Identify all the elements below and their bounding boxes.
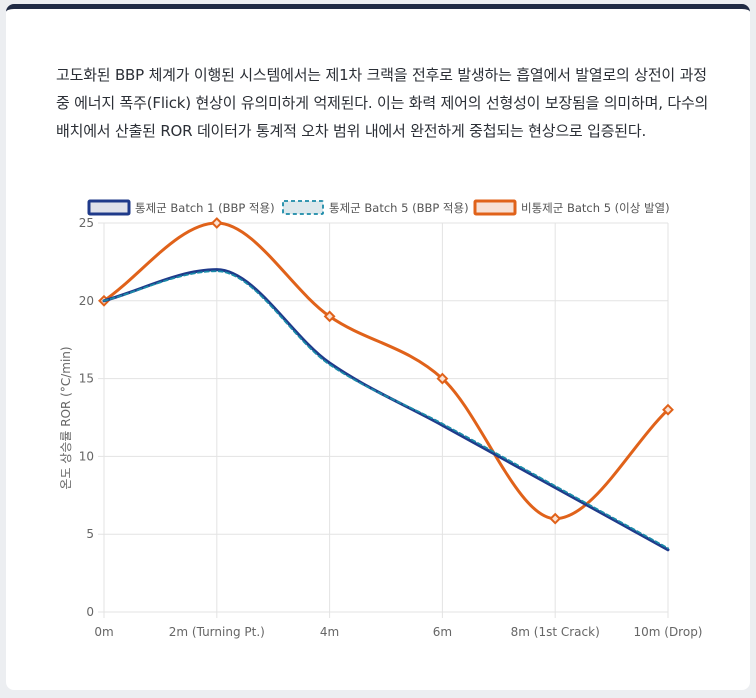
y-tick-label: 15 xyxy=(79,372,94,386)
x-tick-label: 6m xyxy=(433,625,452,639)
axis-layer: 0 5 10 15 20 25 0m 2m (Turning Pt.) 4m 6m 8m (1st … xyxy=(79,216,703,639)
x-tick-label: 4m xyxy=(320,625,339,639)
data-point-marker xyxy=(323,310,336,323)
chart-card: 고도화된 BBP 체계가 이행된 시스템에서는 제1차 크랙을 전후로 발생하는… xyxy=(6,4,750,690)
series-line-2 xyxy=(103,270,669,550)
legend-swatch xyxy=(87,199,131,216)
legend-item-2[interactable]: 통제군 Batch 5 (BBP 적용) xyxy=(282,200,469,215)
data-point-marker xyxy=(436,372,449,385)
x-tick-label: 2m (Turning Pt.) xyxy=(169,625,265,639)
x-tick-label: 8m (1st Crack) xyxy=(511,625,600,639)
legend[interactable]: 통제군 Batch 1 (BBP 적용) 통제군 Batch 5 (BBP 적용)… xyxy=(87,199,670,216)
data-point-marker xyxy=(210,217,223,229)
legend-label: 통제군 Batch 1 (BBP 적용) xyxy=(135,201,275,215)
description-paragraph: 고도화된 BBP 체계가 이행된 시스템에서는 제1차 크랙을 전후로 발생하는… xyxy=(56,66,709,140)
legend-item-3[interactable]: 비통제군 Batch 5 (이상 발열) xyxy=(473,199,670,216)
y-tick-label: 5 xyxy=(86,527,94,541)
data-point-marker xyxy=(549,512,562,525)
grid-layer xyxy=(98,222,669,618)
y-tick-label: 20 xyxy=(79,294,94,308)
y-axis-label: 온도 상승률 ROR (°C/min) xyxy=(59,346,73,489)
y-tick-label: 0 xyxy=(86,605,94,619)
legend-swatch xyxy=(473,199,517,216)
legend-item-1[interactable]: 통제군 Batch 1 (BBP 적용) xyxy=(87,199,275,216)
legend-label: 통제군 Batch 5 (BBP 적용) xyxy=(329,201,469,215)
series-line-3 xyxy=(102,221,670,521)
y-tick-label: 10 xyxy=(79,449,94,463)
data-point-marker xyxy=(662,403,674,416)
y-tick-label: 25 xyxy=(79,216,94,230)
legend-swatch xyxy=(282,200,324,215)
legend-label: 비통제군 Batch 5 (이상 발열) xyxy=(521,201,670,215)
x-tick-label: 10m (Drop) xyxy=(633,625,702,639)
series-layer xyxy=(98,217,674,552)
x-tick-label: 0m xyxy=(94,625,113,639)
